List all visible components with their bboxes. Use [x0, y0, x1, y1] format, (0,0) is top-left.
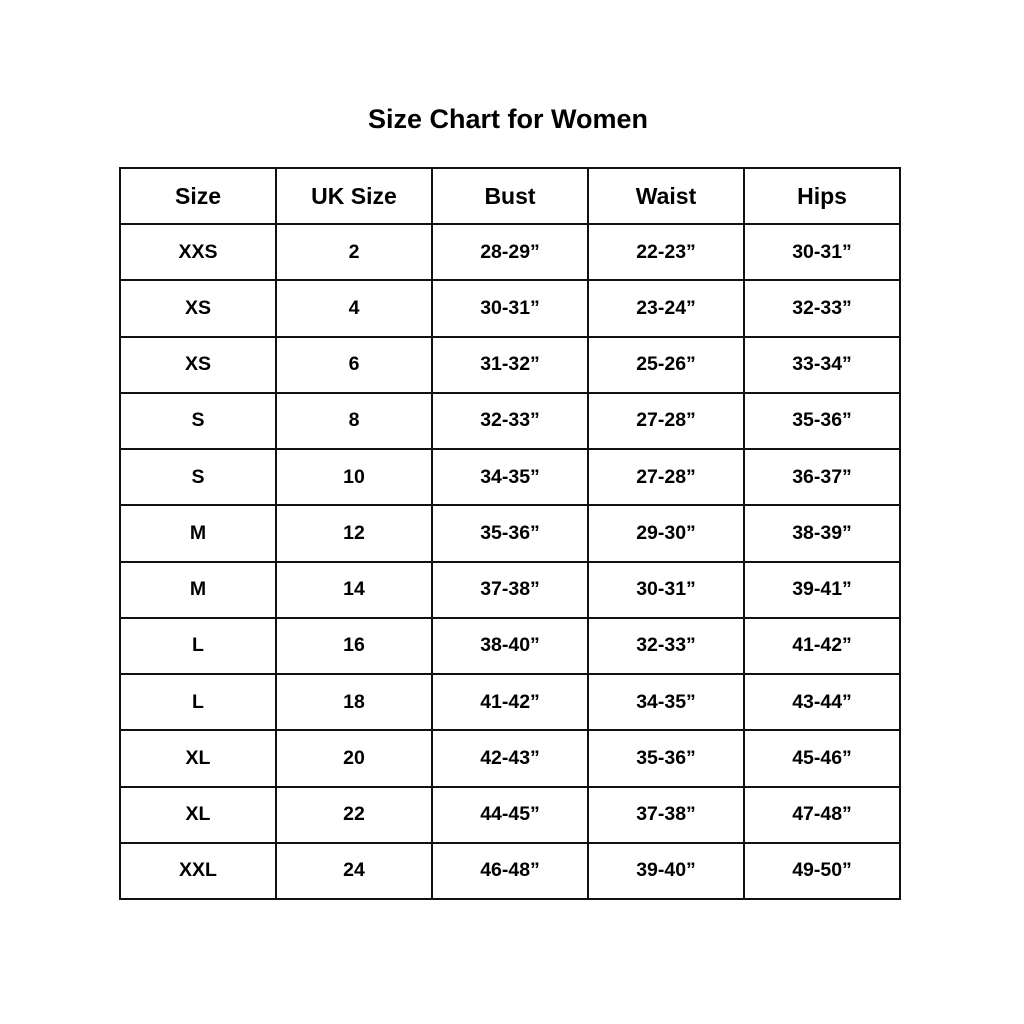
cell-bust: 31-32”: [431, 335, 589, 394]
table-row: XXS 2 28-29” 22-23” 30-31”: [119, 222, 901, 282]
cell-hips: 33-34”: [743, 335, 901, 394]
cell-size: S: [119, 391, 277, 451]
column-header-waist: Waist: [587, 167, 745, 225]
cell-size: XL: [119, 785, 277, 844]
column-header-bust: Bust: [431, 167, 589, 225]
cell-waist: 23-24”: [587, 279, 745, 338]
cell-uk-size: 24: [275, 841, 433, 901]
header-row: Size UK Size Bust Waist Hips: [119, 167, 901, 225]
cell-uk-size: 10: [275, 447, 433, 507]
cell-size: XXS: [119, 222, 277, 282]
cell-waist: 32-33”: [587, 616, 745, 676]
cell-uk-size: 12: [275, 504, 433, 563]
cell-size: L: [119, 672, 277, 732]
cell-size: M: [119, 504, 277, 563]
cell-bust: 37-38”: [431, 560, 589, 619]
table-row: S 8 32-33” 27-28” 35-36”: [119, 391, 901, 451]
cell-size: XS: [119, 335, 277, 394]
column-header-uk-size: UK Size: [275, 167, 433, 225]
table-row: M 12 35-36” 29-30” 38-39”: [119, 504, 901, 563]
cell-waist: 34-35”: [587, 672, 745, 732]
table-row: XL 22 44-45” 37-38” 47-48”: [119, 785, 901, 844]
cell-waist: 39-40”: [587, 841, 745, 901]
table-row: XXL 24 46-48” 39-40” 49-50”: [119, 841, 901, 901]
cell-size: S: [119, 447, 277, 507]
cell-hips: 36-37”: [743, 447, 901, 507]
cell-uk-size: 18: [275, 672, 433, 732]
cell-hips: 43-44”: [743, 672, 901, 732]
cell-size: M: [119, 560, 277, 619]
cell-hips: 32-33”: [743, 279, 901, 338]
cell-waist: 35-36”: [587, 729, 745, 788]
size-chart-table: Size UK Size Bust Waist Hips XXS 2 28-29” 22-23…: [119, 167, 901, 901]
table-header: Size UK Size Bust Waist Hips: [119, 167, 901, 225]
cell-hips: 38-39”: [743, 504, 901, 563]
cell-hips: 39-41”: [743, 560, 901, 619]
page-title: Size Chart for Women: [367, 104, 649, 134]
cell-waist: 25-26”: [587, 335, 745, 394]
cell-bust: 28-29”: [431, 222, 589, 282]
cell-waist: 29-30”: [587, 504, 745, 563]
cell-hips: 41-42”: [743, 616, 901, 676]
cell-uk-size: 4: [275, 279, 433, 338]
cell-uk-size: 8: [275, 391, 433, 451]
cell-uk-size: 22: [275, 785, 433, 844]
cell-size: XXL: [119, 841, 277, 901]
cell-bust: 46-48”: [431, 841, 589, 901]
cell-hips: 45-46”: [743, 729, 901, 788]
cell-size: XL: [119, 729, 277, 788]
cell-bust: 32-33”: [431, 391, 589, 451]
table-row: XS 6 31-32” 25-26” 33-34”: [119, 335, 901, 394]
table-row: L 18 41-42” 34-35” 43-44”: [119, 672, 901, 732]
table-row: S 10 34-35” 27-28” 36-37”: [119, 447, 901, 507]
cell-bust: 35-36”: [431, 504, 589, 563]
cell-uk-size: 6: [275, 335, 433, 394]
cell-waist: 22-23”: [587, 222, 745, 282]
cell-waist: 27-28”: [587, 391, 745, 451]
table-row: M 14 37-38” 30-31” 39-41”: [119, 560, 901, 619]
cell-uk-size: 14: [275, 560, 433, 619]
cell-uk-size: 20: [275, 729, 433, 788]
cell-uk-size: 2: [275, 222, 433, 282]
column-header-size: Size: [119, 167, 277, 225]
cell-size: XS: [119, 279, 277, 338]
cell-hips: 30-31”: [743, 222, 901, 282]
cell-waist: 30-31”: [587, 560, 745, 619]
cell-waist: 37-38”: [587, 785, 745, 844]
cell-uk-size: 16: [275, 616, 433, 676]
cell-bust: 42-43”: [431, 729, 589, 788]
table-body: XXS 2 28-29” 22-23” 30-31” XS 4 30-31” 23-24” 32-…: [119, 222, 901, 901]
cell-hips: 47-48”: [743, 785, 901, 844]
column-header-hips: Hips: [743, 167, 901, 225]
cell-bust: 41-42”: [431, 672, 589, 732]
table-row: L 16 38-40” 32-33” 41-42”: [119, 616, 901, 676]
cell-bust: 30-31”: [431, 279, 589, 338]
cell-bust: 44-45”: [431, 785, 589, 844]
cell-hips: 49-50”: [743, 841, 901, 901]
table-row: XS 4 30-31” 23-24” 32-33”: [119, 279, 901, 338]
cell-hips: 35-36”: [743, 391, 901, 451]
cell-bust: 38-40”: [431, 616, 589, 676]
cell-size: L: [119, 616, 277, 676]
cell-waist: 27-28”: [587, 447, 745, 507]
cell-bust: 34-35”: [431, 447, 589, 507]
table-row: XL 20 42-43” 35-36” 45-46”: [119, 729, 901, 788]
